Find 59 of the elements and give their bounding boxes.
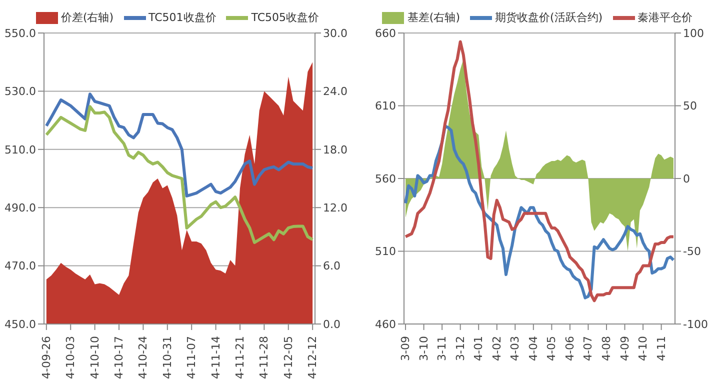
x-tick-label: 3-10 bbox=[417, 336, 430, 361]
x-tick-label: 4-09 bbox=[618, 336, 632, 361]
x-tick-label: 4-10-31 bbox=[160, 336, 174, 379]
y2-tick-label: 12.0 bbox=[323, 202, 348, 215]
x-tick-label: 3-12 bbox=[454, 336, 467, 361]
y2-tick-label: -50 bbox=[683, 245, 701, 258]
x-tick-label: 4-10-10 bbox=[88, 336, 102, 379]
y-tick-label: 550.0 bbox=[4, 26, 36, 40]
y2-tick-label: -100 bbox=[683, 318, 708, 331]
x-tick-label: 4-04 bbox=[526, 336, 540, 361]
x-tick-label: 4-10-03 bbox=[64, 336, 78, 379]
x-tick-label: 4-12-12 bbox=[306, 336, 320, 379]
y2-tick-label: 0.0 bbox=[323, 318, 340, 331]
legend-label: TC501收盘价 bbox=[148, 10, 216, 25]
x-tick-label: 3-09 bbox=[399, 336, 412, 361]
legend-label: 秦港平仓价 bbox=[638, 10, 693, 25]
x-tick-label: 4-02 bbox=[490, 336, 504, 361]
x-tick-label: 4-11-28 bbox=[258, 336, 271, 379]
x-tick-label: 3-11 bbox=[436, 336, 449, 361]
x-tick-label: 4-11-07 bbox=[185, 336, 198, 379]
x-tick-label: 4-12-05 bbox=[282, 336, 295, 379]
y2-tick-label: 100 bbox=[683, 26, 704, 40]
y-tick-label: 490.0 bbox=[4, 202, 36, 215]
x-tick-label: 4-11-21 bbox=[233, 336, 246, 379]
line-series bbox=[44, 92, 314, 198]
y-tick-label: 460 bbox=[375, 318, 396, 331]
y2-tick-label: 50 bbox=[683, 100, 697, 113]
x-tick-label: 4-10-17 bbox=[112, 336, 126, 379]
x-tick-label: 4-10-24 bbox=[136, 336, 150, 379]
y2-tick-label: 30.0 bbox=[323, 26, 348, 40]
legend-label: 价差(右轴) bbox=[60, 10, 114, 25]
line-series bbox=[404, 124, 675, 300]
y-tick-label: 510 bbox=[375, 245, 396, 258]
y-tick-label: 610 bbox=[375, 100, 396, 113]
y-tick-label: 510.0 bbox=[4, 143, 36, 156]
y-tick-label: 660 bbox=[375, 26, 396, 40]
legend-label: 基差(右轴) bbox=[407, 10, 460, 25]
x-tick-label: 4-03 bbox=[508, 336, 522, 361]
x-tick-label: 4-10 bbox=[636, 336, 650, 361]
y-tick-label: 470.0 bbox=[4, 260, 36, 273]
y-tick-label: 560 bbox=[375, 172, 396, 186]
y-tick-label: 450.0 bbox=[4, 318, 36, 331]
legend-label: TC505收盘价 bbox=[251, 10, 320, 25]
x-tick-label: 4-07 bbox=[582, 336, 595, 361]
y2-tick-label: 6.0 bbox=[323, 260, 340, 273]
x-tick-label: 4-08 bbox=[600, 336, 613, 361]
y2-tick-label: 0 bbox=[683, 172, 690, 186]
x-tick-label: 4-11-14 bbox=[209, 336, 222, 379]
x-tick-label: 4-06 bbox=[563, 336, 576, 361]
legend-label: 期货收盘价(活跃合约) bbox=[495, 10, 603, 25]
line-series bbox=[404, 40, 675, 302]
x-tick-label: 4-01 bbox=[472, 336, 486, 361]
x-tick-label: 4-05 bbox=[545, 336, 558, 361]
x-tick-label: 4-11 bbox=[654, 336, 668, 361]
y2-tick-label: 18.0 bbox=[323, 143, 348, 156]
line-series bbox=[44, 105, 314, 244]
x-tick-label: 4-09-26 bbox=[40, 336, 53, 379]
y-tick-label: 530.0 bbox=[4, 85, 36, 98]
y2-tick-label: 24.0 bbox=[323, 85, 348, 98]
